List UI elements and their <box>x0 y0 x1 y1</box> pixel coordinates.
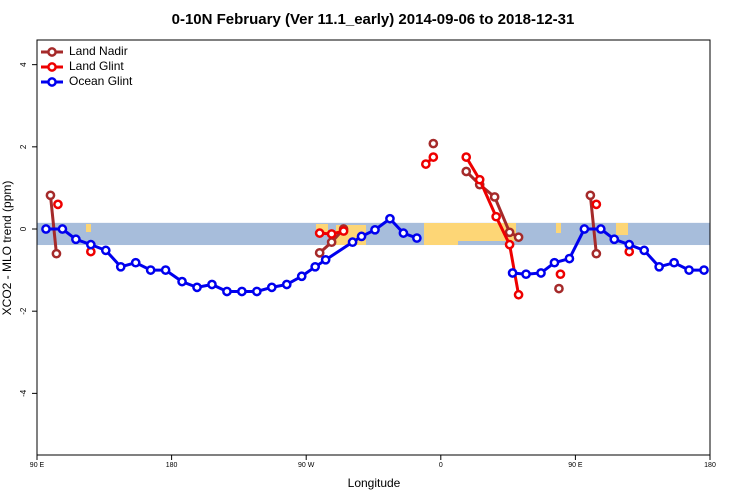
point <box>504 239 515 250</box>
point <box>555 269 566 280</box>
point <box>314 247 325 258</box>
point <box>71 234 81 245</box>
legend-marker <box>47 47 57 57</box>
point <box>57 224 68 234</box>
point <box>669 257 679 268</box>
point <box>521 269 531 280</box>
y-tick-label: 2 <box>19 144 28 149</box>
y-tick-label: 0 <box>19 226 28 231</box>
point <box>412 233 422 243</box>
y-axis-label: XCO2 - MLO trend (ppm) <box>0 181 14 316</box>
land-patch <box>556 223 561 233</box>
point <box>428 152 439 162</box>
point <box>51 248 62 259</box>
point <box>314 228 325 238</box>
point <box>504 227 515 238</box>
point <box>115 261 126 272</box>
legend-marker <box>47 77 57 87</box>
point <box>53 199 63 210</box>
point <box>398 228 409 238</box>
y-tick-label: -2 <box>19 307 28 315</box>
point <box>491 211 501 222</box>
x-axis-label: Longitude <box>348 476 401 490</box>
point <box>281 279 292 290</box>
point <box>420 159 431 169</box>
point <box>579 224 590 234</box>
point <box>370 224 380 235</box>
point <box>177 276 187 287</box>
point <box>507 268 518 278</box>
legend-label: Land Nadir <box>69 44 128 58</box>
point <box>624 239 635 250</box>
x-tick-label: 90 W <box>298 462 315 469</box>
point <box>266 282 277 293</box>
point <box>326 229 337 239</box>
point <box>207 279 217 290</box>
point <box>591 248 602 259</box>
x-tick-label: 180 <box>166 462 178 469</box>
point <box>489 192 500 202</box>
y-tick-label: -4 <box>19 389 28 397</box>
point <box>296 271 307 282</box>
point <box>585 190 596 201</box>
point <box>160 265 171 275</box>
point <box>609 234 620 245</box>
point <box>338 226 349 236</box>
point <box>100 245 111 256</box>
point <box>192 282 202 293</box>
chart-title: 0-10N February (Ver 11.1_early) 2014-09-… <box>172 11 575 28</box>
x-tick-label: 0 <box>439 462 443 469</box>
x-tick-label: 90 E <box>30 462 45 469</box>
point <box>554 283 564 294</box>
x-tick-label: 90 E <box>568 462 583 469</box>
land-patch <box>424 223 458 245</box>
point <box>564 253 575 264</box>
land-patch <box>86 224 91 232</box>
y-tick-label: 4 <box>19 62 28 67</box>
point <box>237 286 247 297</box>
point <box>251 286 262 297</box>
series-line <box>588 195 598 254</box>
point <box>85 239 96 250</box>
legend-label: Land Glint <box>69 59 124 73</box>
point <box>310 261 321 272</box>
point <box>699 265 709 275</box>
point <box>385 213 395 224</box>
point <box>356 231 367 242</box>
point <box>461 152 472 162</box>
point <box>45 190 56 201</box>
point <box>474 174 485 185</box>
point <box>461 166 472 177</box>
series-line <box>48 195 58 254</box>
point <box>41 224 51 234</box>
plot-frame <box>36 39 711 456</box>
land-patch <box>616 223 628 235</box>
point <box>130 257 141 268</box>
legend-marker <box>47 62 57 72</box>
legend-label: Ocean Glint <box>69 74 133 88</box>
point <box>145 265 156 275</box>
point <box>326 237 337 248</box>
point <box>595 224 606 234</box>
point <box>654 261 665 272</box>
point <box>549 257 560 268</box>
point <box>639 245 650 256</box>
point <box>684 265 694 275</box>
point <box>347 237 358 248</box>
point <box>320 254 331 265</box>
point <box>536 268 546 278</box>
point <box>428 138 439 149</box>
x-tick-label: 180 <box>704 462 716 469</box>
point <box>513 289 524 300</box>
point <box>513 232 524 243</box>
point <box>222 286 232 297</box>
point <box>591 199 602 210</box>
